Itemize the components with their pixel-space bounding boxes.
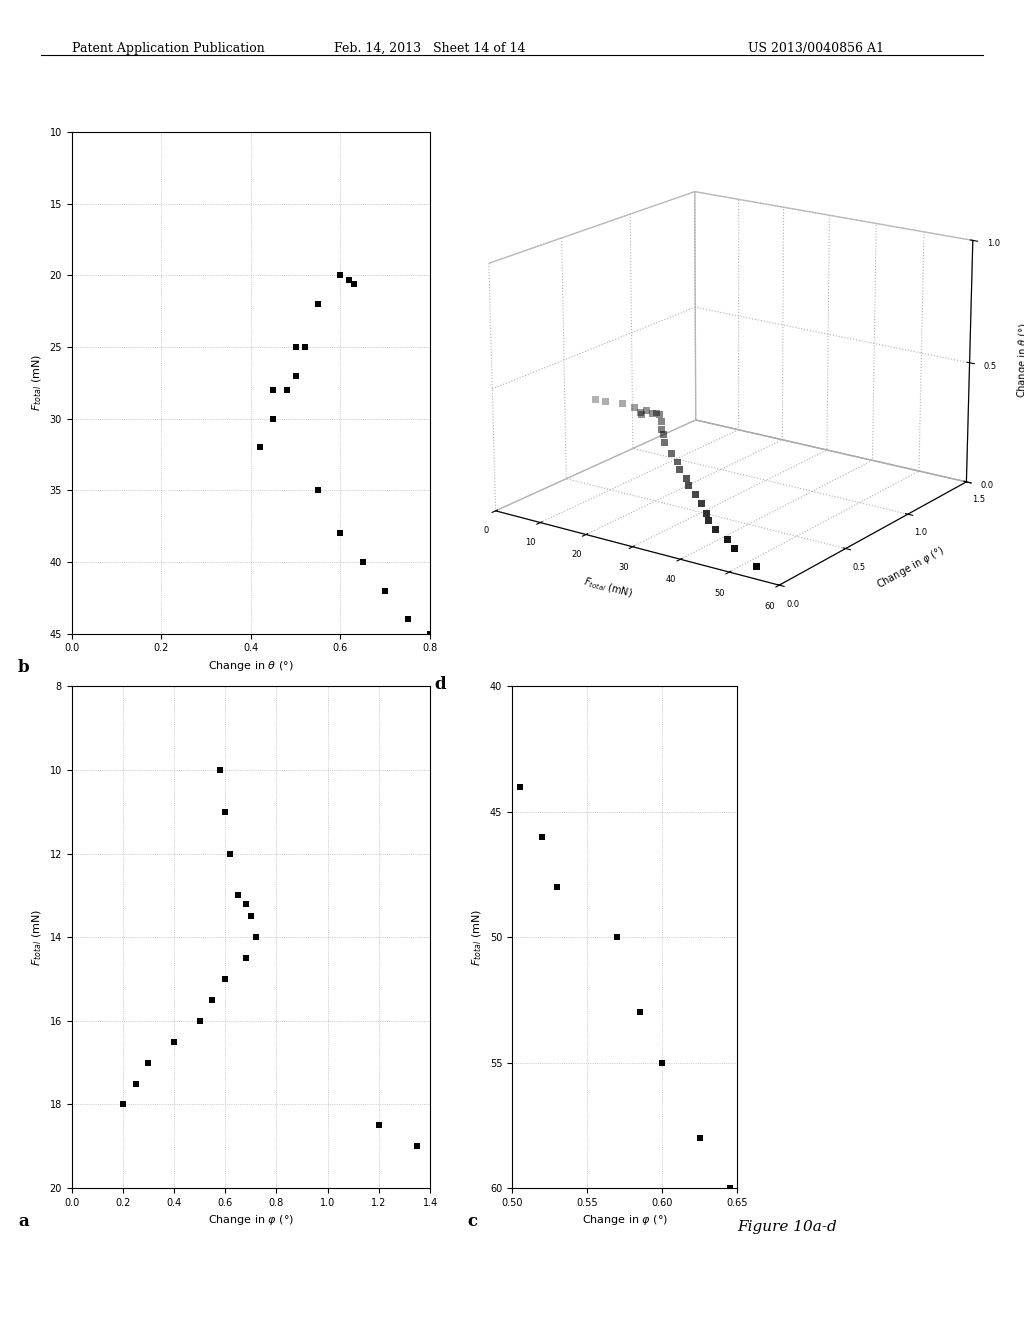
Point (265, 408, 282, 429)
Y-axis label: $F_{total}$ (mN): $F_{total}$ (mN) (31, 908, 44, 966)
Point (422, 623, 438, 644)
Point (332, 265, 348, 286)
Point (238, 948, 254, 969)
Point (310, 479, 327, 500)
Point (248, 927, 264, 948)
Point (217, 801, 233, 822)
Point (191, 1010, 208, 1031)
Point (140, 1052, 157, 1073)
Text: a: a (18, 1213, 29, 1230)
Point (722, 1177, 738, 1199)
Point (609, 927, 626, 948)
X-axis label: Change in $\theta$ (°): Change in $\theta$ (°) (208, 659, 294, 673)
Point (410, 1135, 426, 1156)
Point (115, 1094, 131, 1115)
Text: d: d (434, 676, 445, 693)
Point (341, 269, 357, 290)
Point (534, 826, 550, 847)
Point (332, 523, 348, 544)
Point (252, 437, 268, 458)
Text: Patent Application Publication: Patent Application Publication (72, 42, 264, 55)
Point (354, 552, 371, 573)
Point (279, 379, 295, 400)
Point (243, 906, 259, 927)
X-axis label: Change in $\varphi$ (°): Change in $\varphi$ (°) (582, 1213, 668, 1228)
Point (217, 969, 233, 990)
Text: b: b (18, 659, 30, 676)
Point (127, 1073, 143, 1094)
Text: Feb. 14, 2013   Sheet 14 of 14: Feb. 14, 2013 Sheet 14 of 14 (334, 42, 526, 55)
Y-axis label: $F_{total}$ (mN): $F_{total}$ (mN) (31, 354, 44, 412)
X-axis label: $F_{total}$ (mN): $F_{total}$ (mN) (583, 576, 634, 601)
Y-axis label: $F_{total}$ (mN): $F_{total}$ (mN) (471, 908, 484, 966)
Point (222, 843, 239, 865)
Text: c: c (467, 1213, 477, 1230)
Point (549, 876, 565, 898)
Point (371, 1114, 387, 1135)
Point (377, 579, 393, 601)
Point (297, 337, 313, 358)
Point (212, 759, 228, 780)
Point (654, 1052, 671, 1073)
X-axis label: Change in $\varphi$ (°): Change in $\varphi$ (°) (208, 1213, 294, 1228)
Text: US 2013/0040856 A1: US 2013/0040856 A1 (748, 42, 884, 55)
Point (288, 366, 304, 387)
Point (632, 1002, 648, 1023)
Point (265, 379, 282, 400)
Point (346, 273, 362, 294)
Text: Figure 10a-d: Figure 10a-d (737, 1220, 837, 1234)
Point (691, 1127, 708, 1148)
Point (229, 884, 247, 906)
Point (288, 337, 304, 358)
Point (205, 990, 221, 1011)
Point (238, 894, 254, 915)
Y-axis label: Change in $\varphi$ (°): Change in $\varphi$ (°) (874, 544, 947, 593)
Point (310, 293, 327, 314)
Point (511, 776, 527, 797)
Point (166, 1031, 182, 1052)
Point (399, 609, 416, 630)
